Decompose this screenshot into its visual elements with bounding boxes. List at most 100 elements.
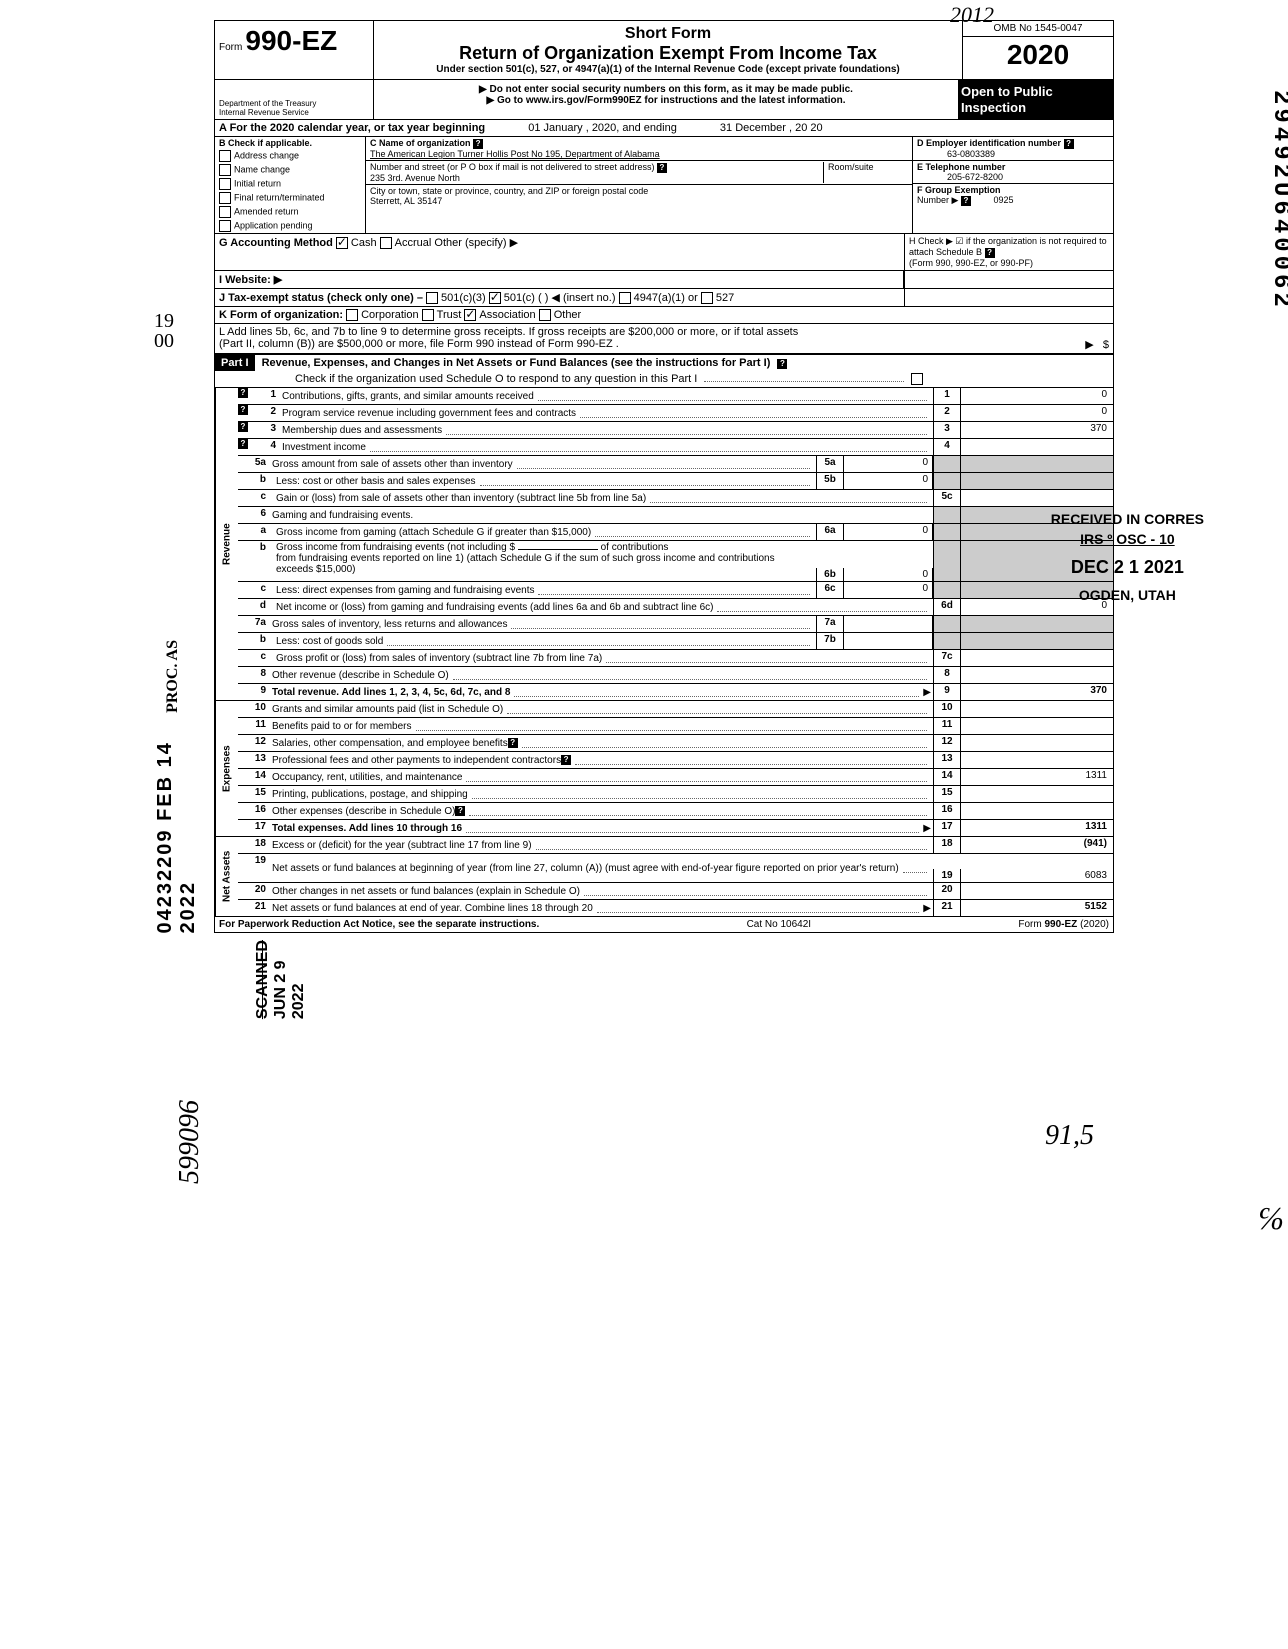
help-icon[interactable]: ?: [238, 439, 248, 449]
goto-instructions: Go to www.irs.gov/Form990EZ for instruct…: [378, 95, 954, 106]
b-initial[interactable]: Initial return: [215, 177, 365, 191]
c-street-row: Number and street (or P O box if mail is…: [366, 161, 912, 185]
dln-stamp: 04232209 FEB 14 2022: [154, 720, 200, 933]
help-icon[interactable]: ?: [238, 422, 248, 432]
help-icon[interactable]: ?: [561, 755, 571, 765]
help-icon[interactable]: ?: [961, 196, 971, 206]
other-checkbox[interactable]: [539, 309, 551, 321]
line-12: 12 Salaries, other compensation, and emp…: [238, 735, 1113, 752]
city-state-zip: Sterrett, AL 35147: [370, 196, 442, 206]
b-name[interactable]: Name change: [215, 163, 365, 177]
org-name: The American Legion Turner Hollis Post N…: [370, 149, 660, 159]
line-10: 10 Grants and similar amounts paid (list…: [238, 701, 1113, 718]
expenses-label: Expenses: [215, 701, 238, 836]
help-icon[interactable]: ?: [455, 806, 465, 816]
dept-cell: Department of the Treasury Internal Reve…: [215, 80, 374, 119]
row-a: A For the 2020 calendar year, or tax yea…: [214, 120, 1114, 137]
line-6a: a Gross income from gaming (attach Sched…: [238, 524, 1113, 541]
501c3-checkbox[interactable]: [426, 292, 438, 304]
line-6: 6 Gaming and fundraising events.: [238, 507, 1113, 524]
ein-value: 63-0803389: [947, 149, 995, 159]
row-l: L Add lines 5b, 6c, and 7b to line 9 to …: [214, 324, 1114, 354]
b-amended[interactable]: Amended return: [215, 205, 365, 219]
line-11: 11 Benefits paid to or for members 11: [238, 718, 1113, 735]
i-label: I Website: ▶: [219, 274, 282, 286]
help-icon[interactable]: ?: [657, 163, 667, 173]
help-icon[interactable]: ?: [473, 139, 483, 149]
period-suffix: , 20 20: [789, 122, 823, 134]
section-d: D Employer identification number ? 63-08…: [913, 137, 1113, 161]
far-right-sym: ℅: [1257, 1200, 1284, 1237]
section-f: F Group Exemption Number ▶ ? 0925: [913, 184, 1113, 207]
trust-checkbox[interactable]: [422, 309, 434, 321]
checkbox-icon[interactable]: [219, 192, 231, 204]
corp-checkbox[interactable]: [346, 309, 358, 321]
line-17: 17 Total expenses. Add lines 10 through …: [238, 820, 1113, 836]
street-address: 235 3rd. Avenue North: [370, 173, 460, 183]
form-page: 2012 Form 990-EZ Short Form Return of Or…: [214, 20, 1114, 933]
c-name-row: C Name of organization ? The American Le…: [366, 137, 912, 161]
4947-checkbox[interactable]: [619, 292, 631, 304]
netassets-section: Net Assets 18 Excess or (deficit) for th…: [214, 837, 1114, 917]
dept-line1: Department of the Treasury: [219, 99, 369, 108]
form-number-cell: Form 990-EZ: [215, 21, 374, 79]
cash-checkbox[interactable]: [336, 237, 348, 249]
c-street-label: Number and street (or P O box if mail is…: [370, 162, 654, 172]
handwritten-year: 2012: [950, 2, 994, 28]
assoc-checkbox[interactable]: [464, 309, 476, 321]
c-city-row: City or town, state or province, country…: [366, 185, 912, 207]
e-label: E Telephone number: [917, 162, 1005, 172]
501c-checkbox[interactable]: [489, 292, 501, 304]
help-icon[interactable]: ?: [985, 248, 995, 258]
help-icon[interactable]: ?: [508, 738, 518, 748]
d-label: D Employer identification number: [917, 138, 1061, 148]
section-g: G Accounting Method Cash Accrual Other (…: [215, 234, 905, 270]
schedule-o-checkbox[interactable]: [911, 373, 923, 385]
row-i: I Website: ▶: [214, 271, 1114, 289]
scanned-stamp: SCANNED JUN 2 9 2022: [254, 940, 308, 1019]
line-3: ? 3 Membership dues and assessments 3 37…: [238, 422, 1113, 439]
expenses-section: Expenses 10 Grants and similar amounts p…: [214, 701, 1114, 837]
checkbox-icon[interactable]: [219, 164, 231, 176]
b-label: B Check if applicable.: [215, 137, 365, 149]
section-b: B Check if applicable. Address change Na…: [215, 137, 366, 233]
row-k: K Form of organization: Corporation Trus…: [214, 307, 1114, 324]
row-j: J Tax-exempt status (check only one) – 5…: [214, 289, 1114, 307]
part1-label: Part I: [215, 355, 255, 371]
checkbox-icon[interactable]: [219, 150, 231, 162]
line-1: ? 1 Contributions, gifts, grants, and si…: [238, 388, 1113, 405]
h-sub: (Form 990, 990-EZ, or 990-PF): [909, 258, 1033, 268]
line-5a: 5a Gross amount from sale of assets othe…: [238, 456, 1113, 473]
line-9: 9 Total revenue. Add lines 1, 2, 3, 4, 5…: [238, 684, 1113, 700]
checkbox-icon[interactable]: [219, 178, 231, 190]
b-pending[interactable]: Application pending: [215, 219, 365, 233]
part1-check-text: Check if the organization used Schedule …: [295, 373, 697, 385]
accrual-checkbox[interactable]: [380, 237, 392, 249]
open-public-2: Inspection: [961, 100, 1111, 116]
help-icon[interactable]: ?: [1064, 139, 1074, 149]
line-16: 16 Other expenses (describe in Schedule …: [238, 803, 1113, 820]
period-label: A For the 2020 calendar year, or tax yea…: [219, 122, 485, 134]
l-line1: L Add lines 5b, 6c, and 7b to line 9 to …: [219, 326, 1109, 338]
form-number: 990-EZ: [245, 25, 337, 56]
bottom-left-num: 599096: [174, 1100, 206, 1184]
c-city-label: City or town, state or province, country…: [370, 186, 648, 196]
checkbox-icon[interactable]: [219, 206, 231, 218]
form-prefix: Form: [219, 42, 242, 53]
f-num-label: Number ▶: [917, 195, 958, 205]
b-final[interactable]: Final return/terminated: [215, 191, 365, 205]
footer-row: For Paperwork Reduction Act Notice, see …: [214, 917, 1114, 933]
help-icon[interactable]: ?: [238, 405, 248, 415]
k-label: K Form of organization:: [219, 309, 343, 321]
netassets-label: Net Assets: [215, 837, 238, 916]
checkbox-icon[interactable]: [219, 220, 231, 232]
b-address[interactable]: Address change: [215, 149, 365, 163]
527-checkbox[interactable]: [701, 292, 713, 304]
margin-00: 00: [154, 330, 174, 353]
line-2: ? 2 Program service revenue including go…: [238, 405, 1113, 422]
cat-number: Cat No 10642I: [747, 919, 812, 930]
right-column: D Employer identification number ? 63-08…: [913, 137, 1113, 233]
help-icon[interactable]: ?: [777, 359, 787, 369]
help-icon[interactable]: ?: [238, 388, 248, 398]
room-label: Room/suite: [828, 162, 874, 172]
